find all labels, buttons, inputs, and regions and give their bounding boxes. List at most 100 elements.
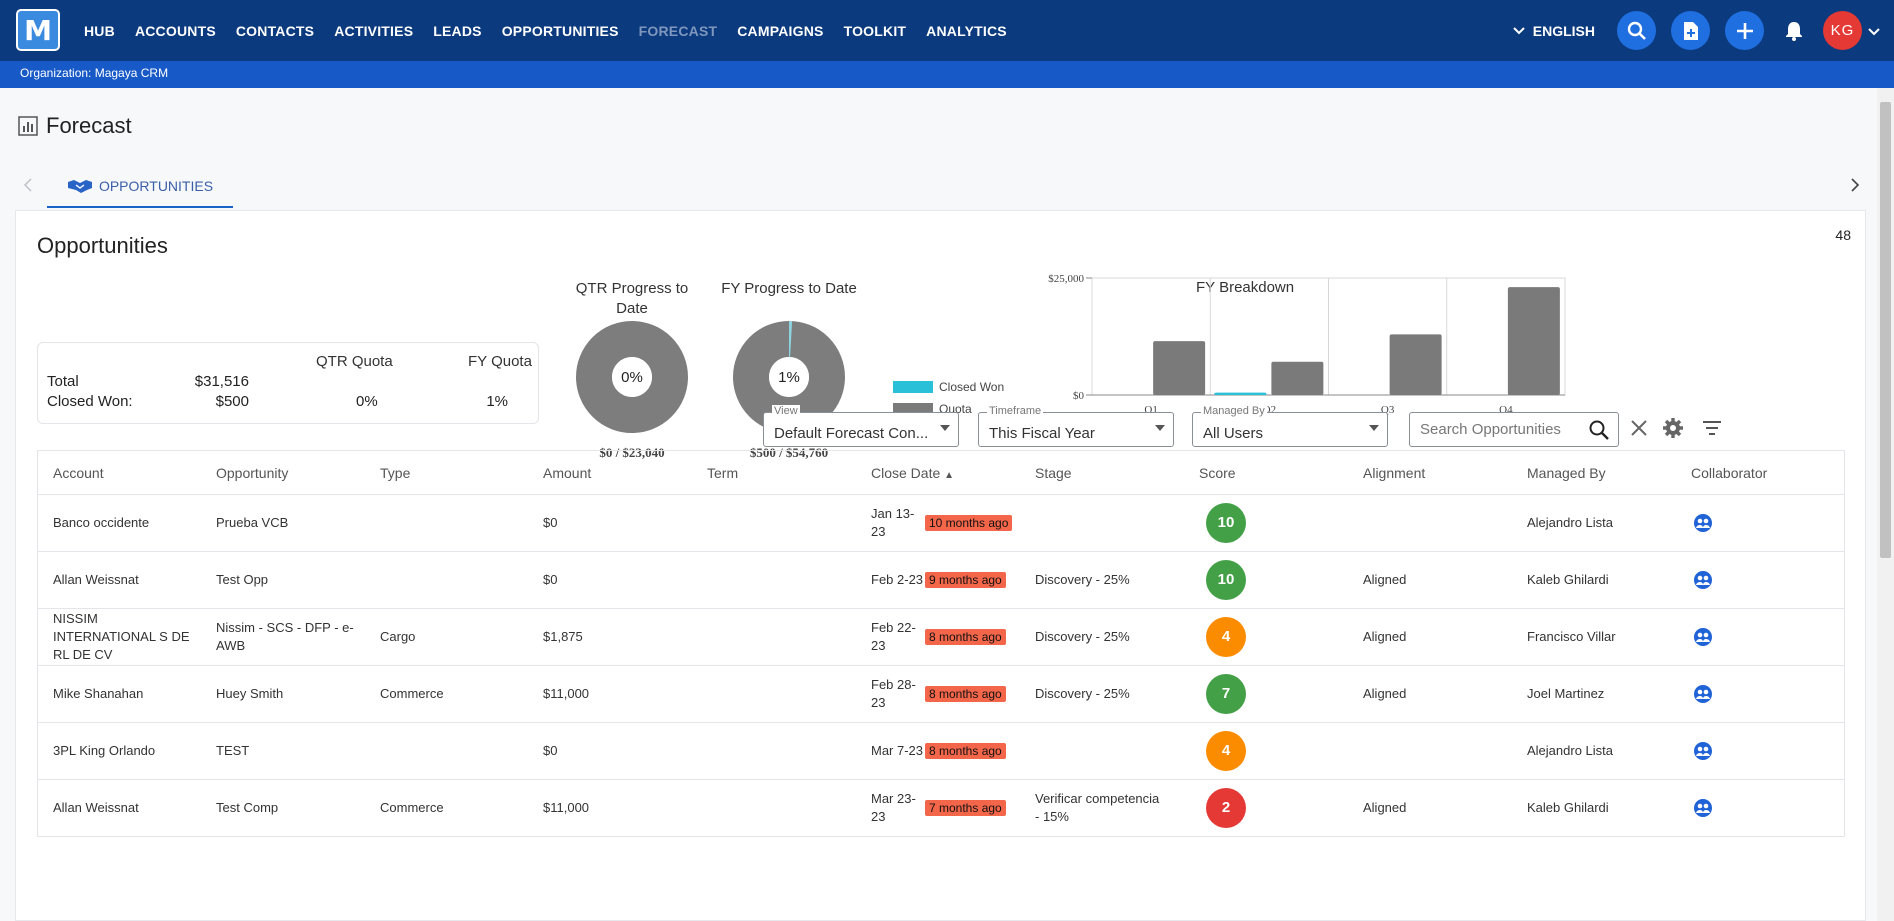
language-selector[interactable]: ENGLISH bbox=[1513, 23, 1595, 39]
fy-donut-progress-arc bbox=[733, 321, 845, 433]
col-close-date[interactable]: Close Date ▲ bbox=[871, 465, 954, 481]
nav-activities[interactable]: ACTIVITIES bbox=[334, 22, 414, 39]
timeframe-select[interactable]: Timeframe This Fiscal Year bbox=[978, 405, 1174, 447]
nav-leads[interactable]: LEADS bbox=[433, 22, 482, 39]
close-date-age-badge: 9 months ago bbox=[925, 572, 1006, 588]
collaborators-icon[interactable] bbox=[1693, 513, 1713, 533]
view-select-caret-icon bbox=[940, 425, 950, 431]
collaborators-icon[interactable] bbox=[1693, 798, 1713, 818]
cell-collaborator[interactable] bbox=[1693, 666, 1713, 722]
tab-scroll-right-icon[interactable] bbox=[1850, 176, 1860, 197]
nav-accounts[interactable]: ACCOUNTS bbox=[134, 22, 216, 39]
view-select[interactable]: View Default Forecast Con... bbox=[763, 405, 959, 447]
table-row[interactable]: Banco occidente Prueba VCB $0 Jan 13-23 10… bbox=[38, 495, 1844, 552]
collaborators-icon[interactable] bbox=[1693, 684, 1713, 704]
close-date-text: Jan 13-23 bbox=[871, 506, 915, 539]
score-badge: 2 bbox=[1206, 788, 1246, 828]
page-scrollbar[interactable] bbox=[1877, 88, 1894, 921]
new-document-button[interactable] bbox=[1671, 11, 1710, 50]
cell-opportunity: Huey Smith bbox=[216, 686, 284, 701]
cell-score: 10 bbox=[1206, 552, 1246, 608]
cell-amount: $0 bbox=[543, 515, 558, 530]
table-row[interactable]: Mike Shanahan Huey Smith Commerce $11,000 F… bbox=[38, 666, 1844, 723]
nav-contacts[interactable]: CONTACTS bbox=[235, 22, 315, 39]
cell-account: Allan Weissnat bbox=[53, 572, 139, 587]
cell-managed-by: Joel Martinez bbox=[1527, 686, 1605, 701]
search-button[interactable] bbox=[1617, 11, 1656, 50]
cell-collaborator[interactable] bbox=[1693, 495, 1713, 551]
cell-alignment: Aligned bbox=[1363, 629, 1407, 644]
nav-forecast[interactable]: FORECAST bbox=[638, 22, 718, 39]
user-avatar[interactable]: KG bbox=[1823, 11, 1862, 50]
table-row[interactable]: Allan Weissnat Test Comp Commerce $11,000 M… bbox=[38, 780, 1844, 837]
col-score[interactable]: Score bbox=[1199, 465, 1236, 481]
gear-icon[interactable] bbox=[1662, 417, 1684, 439]
cell-amount: $1,875 bbox=[543, 629, 583, 644]
filter-icon[interactable] bbox=[1701, 417, 1723, 439]
qtr-quota-percent: 0% bbox=[356, 393, 378, 410]
cell-collaborator[interactable] bbox=[1693, 780, 1713, 836]
col-amount[interactable]: Amount bbox=[543, 465, 592, 481]
cell-account: Allan Weissnat bbox=[53, 800, 139, 815]
cell-stage: Verificar competencia - 15% bbox=[1035, 791, 1160, 824]
nav-opportunities[interactable]: OPPORTUNITIES bbox=[501, 22, 619, 39]
cell-alignment: Aligned bbox=[1363, 686, 1407, 701]
collaborators-icon[interactable] bbox=[1693, 570, 1713, 590]
score-badge: 7 bbox=[1206, 674, 1246, 714]
col-managed-by[interactable]: Managed By bbox=[1527, 465, 1606, 481]
tab-opportunities[interactable]: OPPORTUNITIES bbox=[47, 166, 233, 208]
tab-scroll-left-icon[interactable] bbox=[23, 176, 33, 197]
collaborators-icon[interactable] bbox=[1693, 741, 1713, 761]
table-row[interactable]: 3PL King Orlando TEST $0 Mar 7-23 8 months… bbox=[38, 723, 1844, 780]
user-menu-chevron-icon[interactable] bbox=[1868, 23, 1880, 39]
timeframe-select-caret-icon bbox=[1155, 425, 1165, 431]
cell-type: Commerce bbox=[380, 686, 444, 701]
cell-close-date: Feb 22-23 8 months ago bbox=[871, 609, 1021, 665]
col-account[interactable]: Account bbox=[53, 465, 104, 481]
managed-by-select[interactable]: Managed By All Users bbox=[1192, 405, 1388, 447]
search-icon[interactable] bbox=[1588, 419, 1610, 441]
cell-opportunity: Test Comp bbox=[216, 800, 279, 815]
cell-managed-by: Kaleb Ghilardi bbox=[1527, 800, 1609, 815]
nav-hub[interactable]: HUB bbox=[84, 22, 115, 39]
notifications-button[interactable] bbox=[1779, 16, 1809, 46]
table-row[interactable]: Allan Weissnat Test Opp $0 Feb 2-23 9 mont… bbox=[38, 552, 1844, 609]
col-stage[interactable]: Stage bbox=[1035, 465, 1072, 481]
cell-alignment: Aligned bbox=[1363, 572, 1407, 587]
cell-amount: $0 bbox=[543, 572, 558, 587]
col-collaborator[interactable]: Collaborator bbox=[1691, 465, 1768, 481]
collaborators-icon[interactable] bbox=[1693, 627, 1713, 647]
col-type[interactable]: Type bbox=[380, 465, 411, 481]
cell-collaborator[interactable] bbox=[1693, 609, 1713, 665]
col-alignment[interactable]: Alignment bbox=[1363, 465, 1426, 481]
cell-stage: Discovery - 25% bbox=[1035, 686, 1130, 701]
quota-summary: QTR Quota FY Quota Total $31,516 Closed … bbox=[37, 342, 539, 424]
cell-stage bbox=[1035, 723, 1165, 779]
y-tick-label: $25,000 bbox=[1048, 273, 1084, 285]
top-navigation-bar: M HUB ACCOUNTS CONTACTS ACTIVITIES LEADS… bbox=[0, 0, 1894, 61]
managed-by-select-label: Managed By bbox=[1201, 405, 1267, 417]
nav-analytics[interactable]: ANALYTICS bbox=[926, 22, 1007, 39]
clear-filters-icon[interactable] bbox=[1628, 417, 1650, 439]
cell-collaborator[interactable] bbox=[1693, 723, 1713, 779]
sort-ascending-icon: ▲ bbox=[944, 470, 955, 481]
cell-stage: Discovery - 25% bbox=[1035, 572, 1130, 587]
search-input[interactable] bbox=[1420, 421, 1580, 438]
handshake-icon bbox=[67, 180, 92, 193]
cell-account: Mike Shanahan bbox=[53, 686, 144, 701]
cell-amount: $11,000 bbox=[543, 800, 590, 815]
table-row[interactable]: NISSIM INTERNATIONAL S DE RL DE CV Nissim… bbox=[38, 609, 1844, 666]
close-date-text: Feb 28-23 bbox=[871, 677, 916, 710]
fy-donut-title: FY Progress to Date bbox=[721, 280, 857, 297]
cell-opportunity: Nissim - SCS - DFP - e-AWB bbox=[216, 620, 354, 653]
nav-campaigns[interactable]: CAMPAIGNS bbox=[737, 22, 824, 39]
nav-toolkit[interactable]: TOOLKIT bbox=[843, 22, 907, 39]
table-header: Account Opportunity Type Amount Term Clo… bbox=[38, 451, 1844, 495]
col-term[interactable]: Term bbox=[707, 465, 739, 481]
col-opportunity[interactable]: Opportunity bbox=[216, 465, 289, 481]
add-button[interactable] bbox=[1725, 11, 1764, 50]
scrollbar-thumb[interactable] bbox=[1880, 102, 1891, 558]
app-logo[interactable]: M bbox=[16, 9, 60, 51]
cell-collaborator[interactable] bbox=[1693, 552, 1713, 608]
cell-type: Commerce bbox=[380, 800, 444, 815]
